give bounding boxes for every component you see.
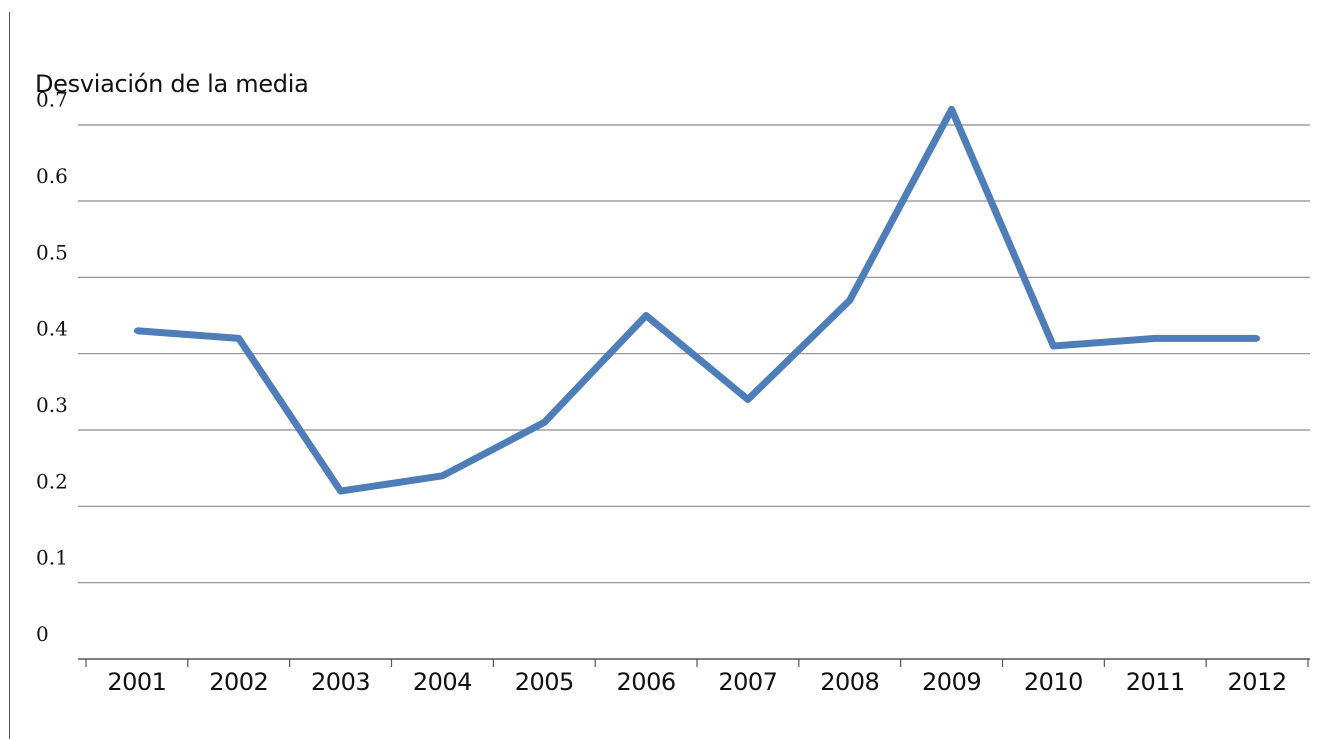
chart-title: Desviación de la media — [35, 70, 309, 98]
y-tick-label: 0.7 — [36, 88, 68, 112]
data-point — [948, 106, 955, 113]
x-tick-label: 2008 — [820, 668, 879, 696]
x-tick-label: 2002 — [209, 668, 268, 696]
x-tick-label: 2005 — [515, 668, 574, 696]
x-tick-label: 2012 — [1228, 668, 1287, 696]
y-tick-label: 0.4 — [36, 317, 68, 341]
x-axis — [78, 658, 1310, 667]
x-tick-labels: 2001 2002 2003 2004 2005 2006 2007 2008 2009 2010… — [107, 668, 1287, 696]
y-tick-labels: 0 0.1 0.2 0.3 0.4 0.5 0.6 0.7 — [36, 88, 68, 646]
data-point — [1050, 343, 1057, 350]
left-frame-border — [9, 12, 10, 739]
data-point — [337, 488, 344, 495]
y-tick-label: 0.2 — [36, 469, 68, 493]
data-point — [439, 472, 446, 479]
data-point — [846, 297, 853, 304]
data-point — [541, 419, 548, 426]
y-tick-label: 0.3 — [36, 393, 68, 417]
series-line — [136, 105, 1258, 495]
data-point — [133, 327, 140, 334]
x-tick-label: 2003 — [311, 668, 370, 696]
x-tick-label: 2010 — [1024, 668, 1083, 696]
x-tick-label: 2004 — [413, 668, 472, 696]
y-tick-label: 0.6 — [36, 164, 68, 188]
y-tick-label: 0.1 — [36, 546, 68, 570]
x-tick-label: 2009 — [922, 668, 981, 696]
y-tick-label: 0 — [36, 622, 49, 646]
data-point — [744, 396, 751, 403]
x-tick-label: 2006 — [617, 668, 676, 696]
data-point — [1254, 335, 1261, 342]
x-tick-label: 2011 — [1126, 668, 1185, 696]
data-point — [1152, 335, 1159, 342]
gridlines — [78, 124, 1310, 584]
data-point — [643, 312, 650, 319]
x-tick-label: 2007 — [718, 668, 777, 696]
y-tick-label: 0.5 — [36, 240, 68, 264]
series-lines — [133, 105, 1261, 495]
x-tick-label: 2001 — [107, 668, 166, 696]
data-point — [235, 335, 242, 342]
